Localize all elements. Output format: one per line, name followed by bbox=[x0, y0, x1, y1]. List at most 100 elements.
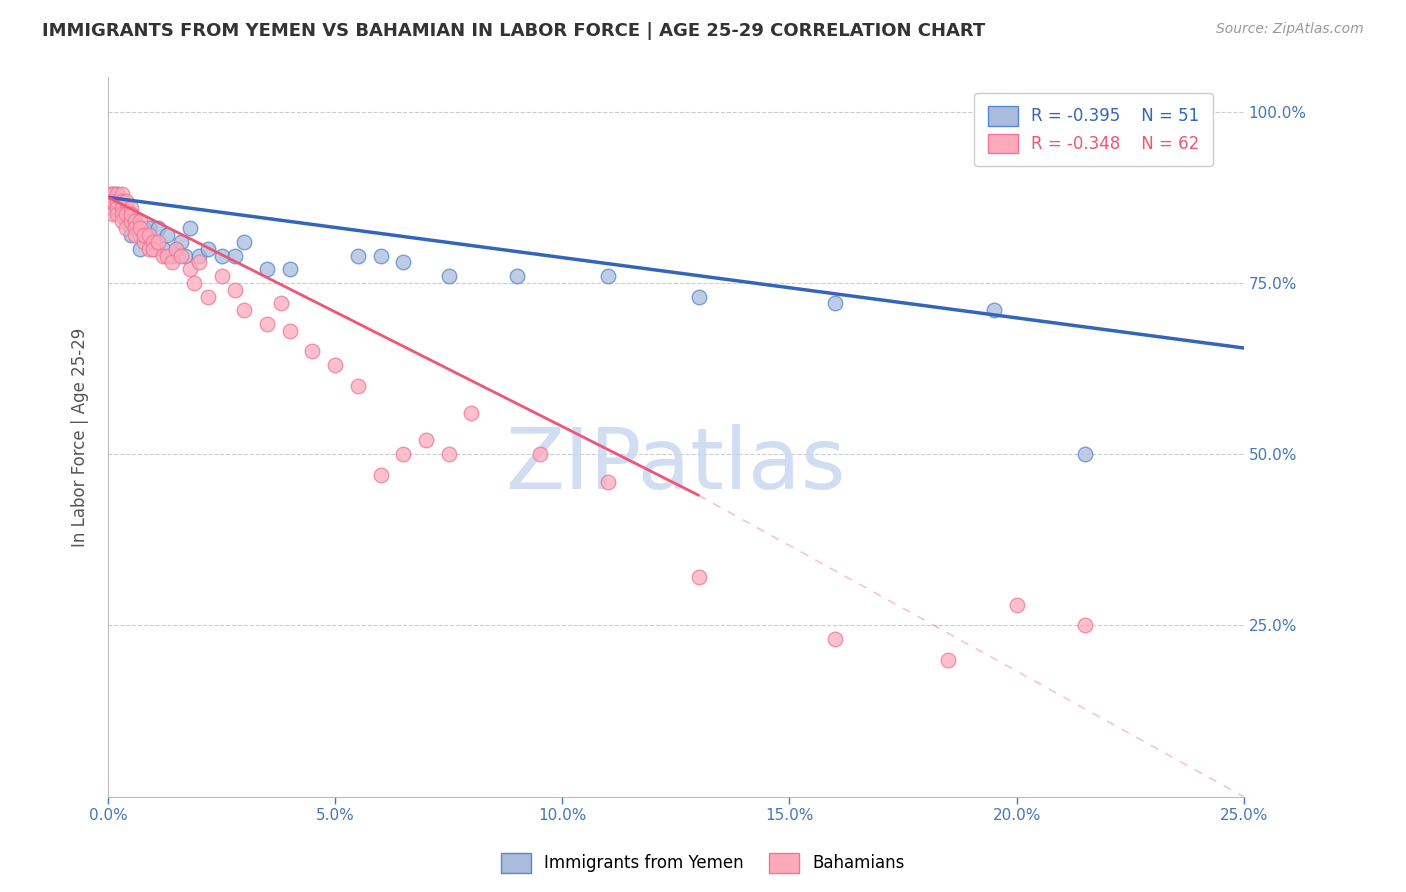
Point bbox=[146, 221, 169, 235]
Point bbox=[301, 344, 323, 359]
Point bbox=[101, 207, 124, 221]
Point bbox=[152, 242, 174, 256]
Point bbox=[233, 235, 256, 249]
Point bbox=[824, 296, 846, 310]
Point bbox=[115, 207, 138, 221]
Point bbox=[211, 248, 233, 262]
Point bbox=[134, 235, 156, 249]
Point bbox=[120, 201, 142, 215]
Point bbox=[437, 269, 460, 284]
Point bbox=[111, 186, 134, 201]
Point bbox=[596, 269, 619, 284]
Point bbox=[1074, 447, 1097, 461]
Point bbox=[105, 201, 128, 215]
Point bbox=[124, 214, 146, 228]
Point bbox=[98, 186, 121, 201]
Point bbox=[134, 227, 156, 242]
Point bbox=[115, 194, 138, 208]
Point bbox=[179, 262, 201, 277]
Point bbox=[278, 262, 301, 277]
Point bbox=[170, 248, 193, 262]
Point bbox=[128, 214, 150, 228]
Point bbox=[347, 248, 370, 262]
Point bbox=[824, 632, 846, 647]
Point bbox=[120, 207, 142, 221]
Point bbox=[111, 207, 134, 221]
Point bbox=[211, 269, 233, 284]
Point bbox=[688, 570, 710, 584]
Point bbox=[142, 242, 165, 256]
Point bbox=[187, 255, 209, 269]
Point bbox=[529, 447, 551, 461]
Point bbox=[120, 227, 142, 242]
Point bbox=[165, 242, 187, 256]
Point bbox=[128, 227, 150, 242]
Point bbox=[187, 248, 209, 262]
Point bbox=[111, 214, 134, 228]
Point bbox=[101, 194, 124, 208]
Point bbox=[392, 447, 415, 461]
Point bbox=[124, 214, 146, 228]
Point bbox=[1005, 598, 1028, 612]
Point bbox=[506, 269, 529, 284]
Point bbox=[105, 201, 128, 215]
Point bbox=[111, 201, 134, 215]
Point bbox=[197, 242, 219, 256]
Y-axis label: In Labor Force | Age 25-29: In Labor Force | Age 25-29 bbox=[72, 327, 89, 547]
Point bbox=[278, 324, 301, 338]
Point bbox=[596, 475, 619, 489]
Text: IMMIGRANTS FROM YEMEN VS BAHAMIAN IN LABOR FORCE | AGE 25-29 CORRELATION CHART: IMMIGRANTS FROM YEMEN VS BAHAMIAN IN LAB… bbox=[42, 22, 986, 40]
Point bbox=[370, 248, 392, 262]
Point bbox=[105, 194, 128, 208]
Point bbox=[146, 235, 169, 249]
Point bbox=[437, 447, 460, 461]
Point bbox=[105, 194, 128, 208]
Point bbox=[142, 242, 165, 256]
Point bbox=[105, 186, 128, 201]
Point bbox=[101, 186, 124, 201]
Point bbox=[124, 221, 146, 235]
Point bbox=[111, 194, 134, 208]
Point bbox=[124, 227, 146, 242]
Point bbox=[460, 406, 482, 420]
Legend: Immigrants from Yemen, Bahamians: Immigrants from Yemen, Bahamians bbox=[495, 847, 911, 880]
Point bbox=[179, 221, 201, 235]
Point bbox=[134, 221, 156, 235]
Point bbox=[152, 248, 174, 262]
Point bbox=[101, 194, 124, 208]
Point bbox=[138, 221, 160, 235]
Point bbox=[156, 248, 179, 262]
Point bbox=[111, 201, 134, 215]
Point bbox=[138, 227, 160, 242]
Point bbox=[224, 248, 246, 262]
Point bbox=[101, 201, 124, 215]
Point bbox=[115, 214, 138, 228]
Text: ZIPatlas: ZIPatlas bbox=[506, 425, 846, 508]
Point bbox=[983, 303, 1005, 318]
Point bbox=[415, 434, 437, 448]
Point bbox=[156, 227, 179, 242]
Point bbox=[183, 276, 205, 290]
Point bbox=[1074, 618, 1097, 632]
Point bbox=[101, 194, 124, 208]
Point bbox=[115, 201, 138, 215]
Point bbox=[142, 235, 165, 249]
Point bbox=[105, 207, 128, 221]
Point bbox=[347, 378, 370, 392]
Point bbox=[165, 242, 187, 256]
Point bbox=[174, 248, 197, 262]
Point bbox=[124, 221, 146, 235]
Point bbox=[270, 296, 292, 310]
Point bbox=[160, 255, 183, 269]
Point bbox=[111, 194, 134, 208]
Point bbox=[224, 283, 246, 297]
Point bbox=[256, 317, 278, 331]
Point bbox=[115, 207, 138, 221]
Point bbox=[392, 255, 415, 269]
Point bbox=[105, 194, 128, 208]
Point bbox=[111, 207, 134, 221]
Point bbox=[105, 186, 128, 201]
Point bbox=[120, 214, 142, 228]
Point bbox=[256, 262, 278, 277]
Point bbox=[115, 221, 138, 235]
